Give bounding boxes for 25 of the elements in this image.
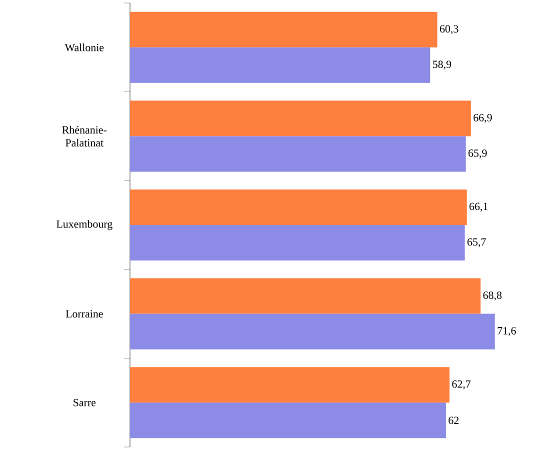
- data-label: 71,6: [498, 327, 516, 336]
- bar: [130, 314, 495, 350]
- bar: [130, 12, 438, 48]
- data-label: 62: [448, 416, 459, 424]
- y-tick-label: Sarre: [74, 398, 96, 406]
- bar: [130, 225, 465, 261]
- y-tick-label: Lorraine: [66, 310, 103, 318]
- data-label: 58,9: [432, 60, 452, 70]
- y-tick-label: Rhénanie-Palatinat: [62, 126, 107, 147]
- bar: [130, 189, 467, 226]
- data-label: 60,3: [440, 25, 458, 34]
- bar: [130, 367, 450, 403]
- y-tick-label: Luxembourg: [56, 220, 112, 230]
- bar: [130, 278, 481, 314]
- data-label: 66,1: [470, 202, 488, 212]
- data-label: 62,7: [452, 380, 471, 390]
- bar: [130, 100, 471, 136]
- data-label: 68,8: [483, 292, 502, 301]
- bar: [130, 47, 430, 83]
- bar: [130, 136, 466, 172]
- data-label: 65,9: [468, 150, 487, 158]
- bar: [130, 402, 446, 438]
- data-label: 66,9: [474, 114, 492, 123]
- data-label: 65,7: [467, 238, 486, 248]
- y-tick-label: Wallonie: [64, 44, 104, 52]
